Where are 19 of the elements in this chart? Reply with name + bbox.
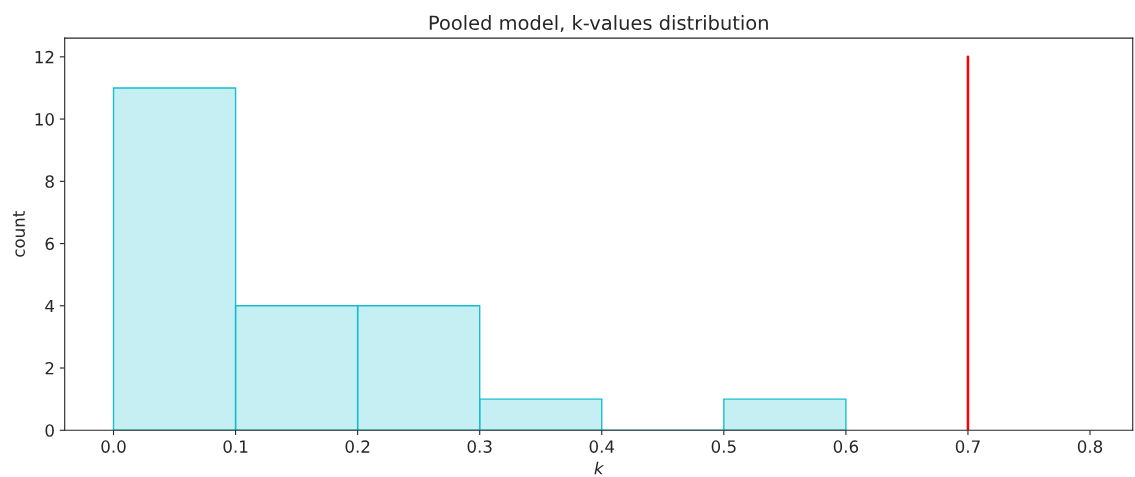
x-tick-label: 0.2 (345, 440, 370, 453)
y-tick-label: 10 (35, 113, 54, 126)
x-tick-label: 0.7 (955, 440, 980, 453)
y-tick-label: 12 (35, 50, 54, 64)
x-tick-label: 0.1 (223, 440, 248, 453)
x-tick-label: 0.8 (1077, 440, 1103, 453)
x-axis-title: k (594, 461, 605, 475)
x-tick-label: 0.0 (101, 440, 126, 453)
y-axis-title: count (13, 211, 25, 257)
chart-title: Pooled model, k-values distribution (429, 15, 768, 33)
y-tick-label: 0 (45, 424, 54, 437)
x-tick-label: 0.4 (589, 440, 615, 453)
x-tick-label: 0.6 (833, 440, 859, 453)
x-tick-label: 0.3 (467, 440, 492, 453)
y-tick-label: 6 (45, 237, 54, 251)
x-tick-label: 0.5 (711, 440, 736, 453)
y-tick-label: 8 (45, 175, 54, 188)
y-tick-label: 4 (45, 299, 55, 313)
y-tick-label: 2 (45, 361, 54, 375)
